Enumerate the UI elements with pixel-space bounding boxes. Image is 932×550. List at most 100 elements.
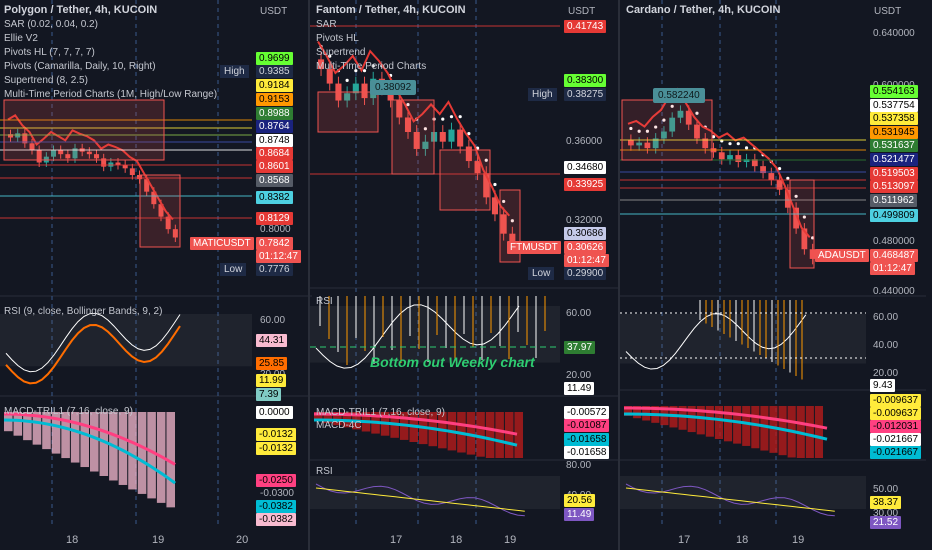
macd-histogram-bar: [714, 406, 723, 439]
symbol-label: ADAUSDT: [815, 249, 869, 262]
sar-dot: [786, 176, 790, 180]
indicator-label[interactable]: Supertrend (8, 2.5): [4, 75, 88, 86]
sar-dot: [645, 129, 650, 133]
price-tag: -0.0382: [256, 500, 296, 513]
candle-body: [448, 129, 455, 142]
price-tag: -0.01087: [564, 419, 610, 432]
price-tick: 0.8000: [260, 224, 291, 235]
candle-body: [509, 233, 516, 244]
macd-histogram-bar: [147, 412, 156, 499]
price-tag: 0.9385: [256, 65, 293, 78]
range-label: High: [528, 88, 557, 101]
macd-histogram-bar: [485, 412, 495, 458]
candle-body: [51, 150, 57, 157]
macd-histogram-bar: [514, 412, 523, 458]
price-tick: 0.36000: [566, 136, 603, 147]
price-tag: 11.49: [564, 382, 595, 395]
price-tag: -0.009637: [870, 407, 922, 420]
candle-body: [483, 173, 490, 198]
price-tag: 0.531637: [870, 139, 918, 152]
candle-body: [760, 166, 766, 174]
indicator-label[interactable]: Supertrend: [316, 47, 366, 58]
indicator-label[interactable]: Pivots (Camarilla, Daily, 10, Right): [4, 61, 156, 72]
candle-body: [36, 150, 42, 163]
sar-dot: [802, 215, 806, 219]
rsi2-title[interactable]: RSI: [316, 466, 333, 477]
candle-body: [361, 83, 368, 99]
macd-histogram-bar: [724, 406, 733, 442]
sar-dot: [458, 115, 462, 119]
candle-body: [72, 148, 78, 159]
sar-dot: [728, 142, 732, 146]
indicator-label[interactable]: Ellie V2: [4, 33, 38, 44]
macd-histogram-bar: [733, 406, 742, 444]
rsi-tick: 20.00: [566, 370, 592, 381]
macd-histogram-bar: [314, 412, 323, 421]
rsi-tick: 60.00: [566, 308, 592, 319]
price-tag: -0.01658: [564, 433, 610, 446]
date-label: 19: [152, 534, 165, 546]
price-tag: -0.0132: [256, 428, 296, 441]
macd-signal-line: [3, 418, 176, 485]
macd-histogram-bar: [742, 406, 751, 446]
candle-body: [661, 131, 667, 139]
macd-histogram-bar: [32, 412, 42, 445]
rsi-tick: 60.00: [873, 312, 899, 323]
price-tag: 0.8568: [256, 174, 293, 187]
candle-body: [474, 161, 481, 174]
indicator-label[interactable]: Pivots HL (7, 7, 7, 7): [4, 47, 95, 58]
sar-dot: [467, 132, 471, 136]
price-tag: 0.521477: [870, 153, 918, 166]
indicator-label[interactable]: Pivots HL: [316, 33, 359, 44]
rsi-band: [0, 314, 252, 367]
sar-dot: [736, 142, 740, 146]
price-tag: -0.00572: [564, 406, 610, 419]
candle-body: [801, 228, 808, 250]
price-tag: 38.37: [870, 496, 902, 509]
currency-label: USDT: [260, 6, 288, 17]
sar-dot: [794, 194, 798, 198]
price-tag: 20.56: [564, 494, 596, 507]
macd-histogram-bar: [466, 412, 476, 455]
candle-body: [115, 162, 121, 165]
macd-histogram-bar: [137, 412, 147, 494]
sar-dot: [328, 54, 332, 58]
macd-line: [313, 412, 518, 436]
price-tag: 0.0000: [256, 406, 293, 419]
macd-histogram-bar: [705, 406, 714, 437]
macd-title[interactable]: MACD-TRIL1 (7,16, close, 9): [4, 406, 133, 417]
sar-dot: [744, 146, 749, 150]
macd-title[interactable]: MACD-4C: [316, 420, 362, 431]
sar-dot: [670, 104, 674, 108]
price-tag: 0.537358: [870, 112, 918, 125]
indicator-label[interactable]: Multi-Time Period Charts: [316, 61, 427, 72]
currency-label: USDT: [874, 6, 902, 17]
price-tag: 0.41743: [564, 20, 607, 33]
macd-histogram-bar: [323, 412, 333, 424]
indicator-label[interactable]: SAR: [316, 19, 337, 30]
price-tag: 37.97: [564, 341, 596, 354]
indicator-label[interactable]: SAR (0.02, 0.04, 0.2): [4, 19, 98, 30]
candle-body: [491, 197, 498, 215]
sar-dot: [695, 111, 699, 115]
macd-tick: 80.00: [566, 460, 592, 471]
sar-dot: [502, 199, 506, 204]
macd-histogram-bar: [61, 412, 70, 459]
price-tag: -0.01658: [564, 446, 610, 459]
candle-body: [652, 138, 659, 149]
price-tag: -0.0382: [256, 513, 296, 526]
sar-dot: [711, 135, 716, 139]
macd-title[interactable]: MACD-TRIL1 (7,16, close, 9): [316, 407, 445, 418]
panel-divider: [308, 0, 310, 550]
indicator-label[interactable]: Multi-Time Period Charts (1M, High/Low R…: [4, 89, 218, 100]
price-tag: 0.7842: [256, 237, 293, 250]
candle-body: [439, 132, 446, 142]
price-tag: -0.009637: [870, 394, 922, 407]
candle-body: [457, 129, 464, 147]
annotation-text: Bottom out Weekly chart: [370, 354, 535, 370]
candle-body: [344, 93, 351, 101]
sar-dot: [371, 64, 375, 68]
rsi-title[interactable]: RSI (9, close, Bollinger Bands, 9, 2): [4, 306, 163, 317]
rsi-title[interactable]: RSI: [316, 296, 333, 307]
